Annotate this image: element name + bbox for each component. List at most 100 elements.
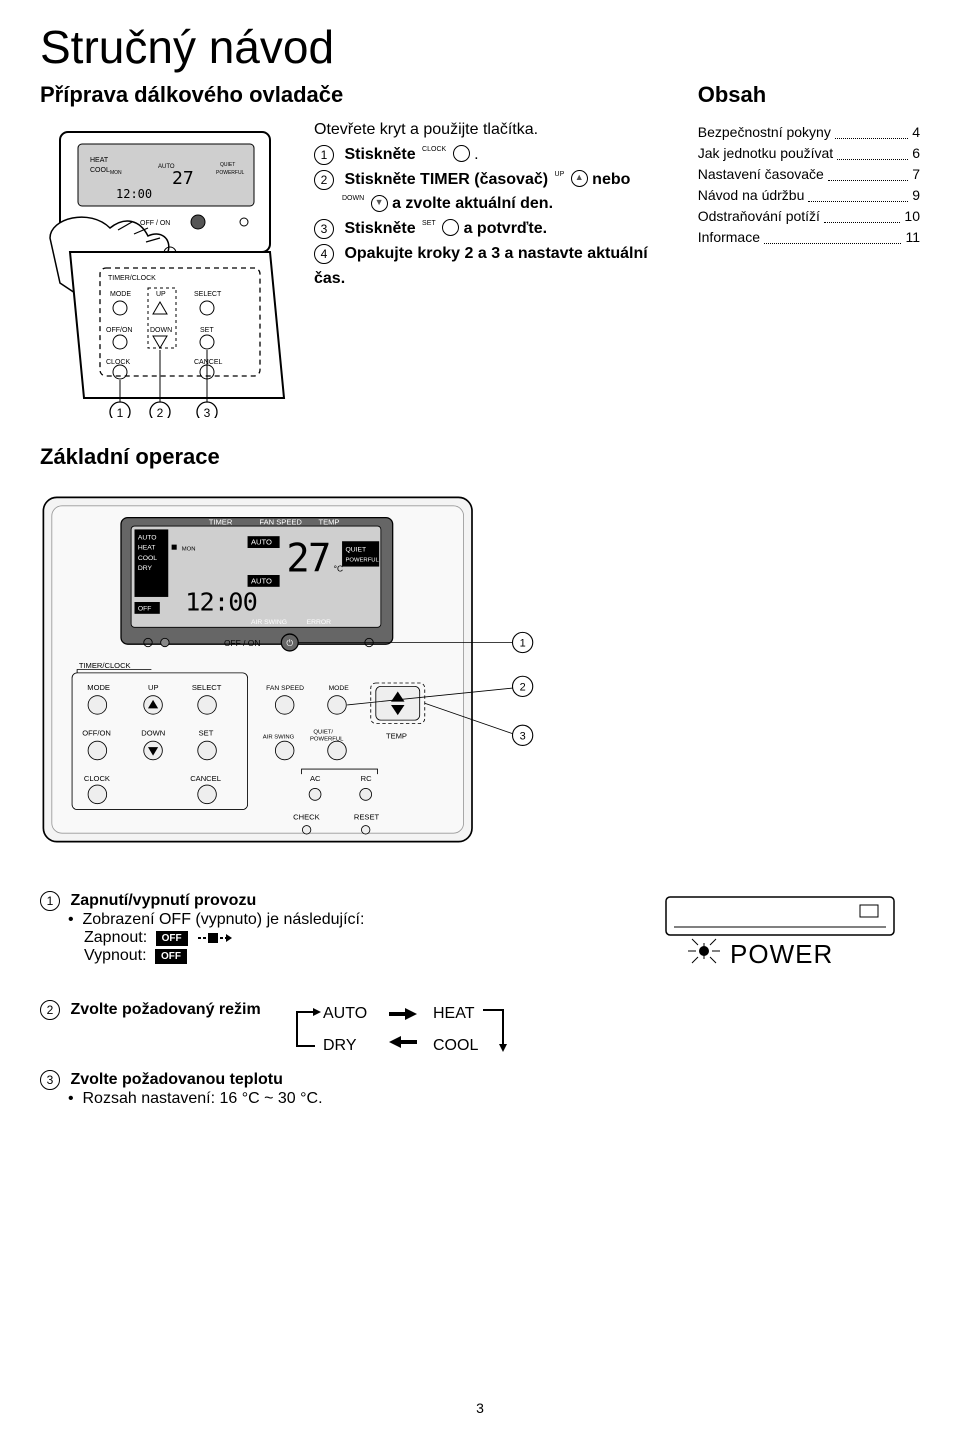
svg-text:°C: °C xyxy=(334,564,343,574)
step-number: 4 xyxy=(314,244,334,264)
svg-text:AUTO: AUTO xyxy=(251,576,272,585)
step-number: 3 xyxy=(314,219,334,239)
clock-btn-icon xyxy=(453,145,470,162)
mini-label-up: UP xyxy=(555,171,565,178)
step-number: 2 xyxy=(314,170,334,190)
up-btn-icon: ▲ xyxy=(571,170,588,187)
svg-text:27: 27 xyxy=(286,537,329,582)
step-text: Stiskněte xyxy=(344,220,415,237)
svg-text:DOWN: DOWN xyxy=(141,728,165,737)
svg-text:POWER: POWER xyxy=(730,939,833,969)
svg-text:1: 1 xyxy=(520,638,526,650)
mini-label-clock: CLOCK xyxy=(422,146,446,153)
toc-item: Nastavení časovače xyxy=(698,164,824,185)
svg-text:MODE: MODE xyxy=(110,291,131,298)
svg-text:2: 2 xyxy=(157,406,164,418)
svg-text:CANCEL: CANCEL xyxy=(190,774,221,783)
svg-text:COOL: COOL xyxy=(433,1037,478,1054)
svg-text:RESET: RESET xyxy=(354,813,380,822)
step1-off-label: Vypnout: xyxy=(84,947,147,964)
svg-text:AIR SWING: AIR SWING xyxy=(251,619,287,626)
toc-page: 6 xyxy=(912,143,920,164)
blink-icon xyxy=(196,930,232,946)
basic-heading: Základní operace xyxy=(40,444,920,470)
controller-panel: TIMER FAN SPEED TEMP AUTO HEAT COOL DRY … xyxy=(40,494,580,848)
svg-text:27: 27 xyxy=(172,168,194,189)
svg-text:QUIET: QUIET xyxy=(345,546,366,553)
toc-item: Návod na údržbu xyxy=(698,185,805,206)
svg-text:DRY: DRY xyxy=(138,565,153,572)
svg-text:TIMER/CLOCK: TIMER/CLOCK xyxy=(79,661,131,670)
svg-text:OFF / ON: OFF / ON xyxy=(224,638,261,648)
step1-on-label: Zapnout: xyxy=(84,929,147,946)
step1-title: Zapnutí/vypnutí provozu xyxy=(70,892,256,909)
svg-text:AIR SWING: AIR SWING xyxy=(263,735,295,741)
step2-title: Zvolte požadovaný režim xyxy=(70,1001,260,1018)
svg-text:QUIET: QUIET xyxy=(220,162,235,168)
svg-text:COOL: COOL xyxy=(138,555,157,562)
svg-text:MON: MON xyxy=(182,547,196,553)
step-text: Opakujte kroky 2 a 3 a nastavte aktuální… xyxy=(314,245,648,287)
svg-text:⏻: ⏻ xyxy=(286,638,293,648)
svg-text:TEMP: TEMP xyxy=(318,517,339,526)
svg-text:SELECT: SELECT xyxy=(192,683,222,692)
svg-text:TEMP: TEMP xyxy=(386,732,407,741)
svg-text:CHECK: CHECK xyxy=(293,813,320,822)
svg-text:HEAT: HEAT xyxy=(90,157,109,164)
svg-text:UP: UP xyxy=(148,683,159,692)
page-number: 3 xyxy=(0,1400,960,1416)
mini-label-set: SET xyxy=(422,220,436,227)
page-title: Stručný návod xyxy=(40,20,920,74)
step-number: 1 xyxy=(314,145,334,165)
svg-text:2: 2 xyxy=(520,682,526,694)
toc-item: Bezpečnostní pokyny xyxy=(698,122,831,143)
svg-text:1: 1 xyxy=(117,406,124,418)
down-btn-icon: ▼ xyxy=(371,195,388,212)
svg-text:TIMER: TIMER xyxy=(209,517,233,526)
off-tag: OFF xyxy=(156,931,188,946)
svg-text:MON: MON xyxy=(110,170,122,176)
svg-text:MODE: MODE xyxy=(87,683,110,692)
svg-text:OFF/ON: OFF/ON xyxy=(106,327,132,334)
mode-flow-diagram: AUTO HEAT DRY COOL xyxy=(273,1000,613,1064)
svg-text:SET: SET xyxy=(200,327,214,334)
toc-page: 11 xyxy=(905,227,920,248)
step-text: a potvrďte. xyxy=(464,220,548,237)
svg-text:MODE: MODE xyxy=(329,685,350,692)
step1-bullet: Zobrazení OFF (vypnuto) je následující: xyxy=(83,911,365,928)
toc-page: 4 xyxy=(912,122,920,143)
toc-page: 9 xyxy=(912,185,920,206)
remote-illustration: HEAT COOL MON AUTO 27 12:00 QUIET POWERF… xyxy=(40,118,300,418)
svg-text:AUTO: AUTO xyxy=(251,538,272,547)
svg-text:ERROR: ERROR xyxy=(307,619,332,626)
step-text: nebo xyxy=(592,171,630,188)
svg-text:DOWN: DOWN xyxy=(150,327,172,334)
svg-text:HEAT: HEAT xyxy=(433,1005,475,1022)
svg-text:RC: RC xyxy=(361,774,372,783)
svg-text:QUIET/: QUIET/ xyxy=(313,730,333,736)
step3-bullet: Rozsah nastavení: 16 °C ~ 30 °C. xyxy=(83,1090,323,1107)
svg-text:AC: AC xyxy=(310,774,321,783)
step-number: 1 xyxy=(40,891,60,911)
wall-unit-illustration: POWER xyxy=(660,891,900,981)
set-btn-icon xyxy=(442,219,459,236)
svg-text:3: 3 xyxy=(204,406,211,418)
svg-text:AUTO: AUTO xyxy=(138,535,157,542)
toc-item: Odstraňování potíží xyxy=(698,206,820,227)
svg-text:HEAT: HEAT xyxy=(138,545,156,552)
toc-page: 10 xyxy=(904,206,920,227)
svg-text:SELECT: SELECT xyxy=(194,291,222,298)
step-number: 2 xyxy=(40,1000,60,1020)
off-tag: OFF xyxy=(155,949,187,964)
svg-text:OFF/ON: OFF/ON xyxy=(82,728,111,737)
svg-text:FAN SPEED: FAN SPEED xyxy=(259,517,302,526)
step-number: 3 xyxy=(40,1070,60,1090)
step-text: Stiskněte TIMER (časovač) xyxy=(344,171,548,188)
svg-text:AUTO: AUTO xyxy=(323,1005,367,1022)
toc-page: 7 xyxy=(912,164,920,185)
svg-text:FAN SPEED: FAN SPEED xyxy=(266,685,304,692)
svg-text:OFF: OFF xyxy=(138,605,152,612)
svg-text:3: 3 xyxy=(520,731,526,743)
svg-text:DRY: DRY xyxy=(323,1037,357,1054)
svg-text:OFF / ON: OFF / ON xyxy=(140,220,170,227)
